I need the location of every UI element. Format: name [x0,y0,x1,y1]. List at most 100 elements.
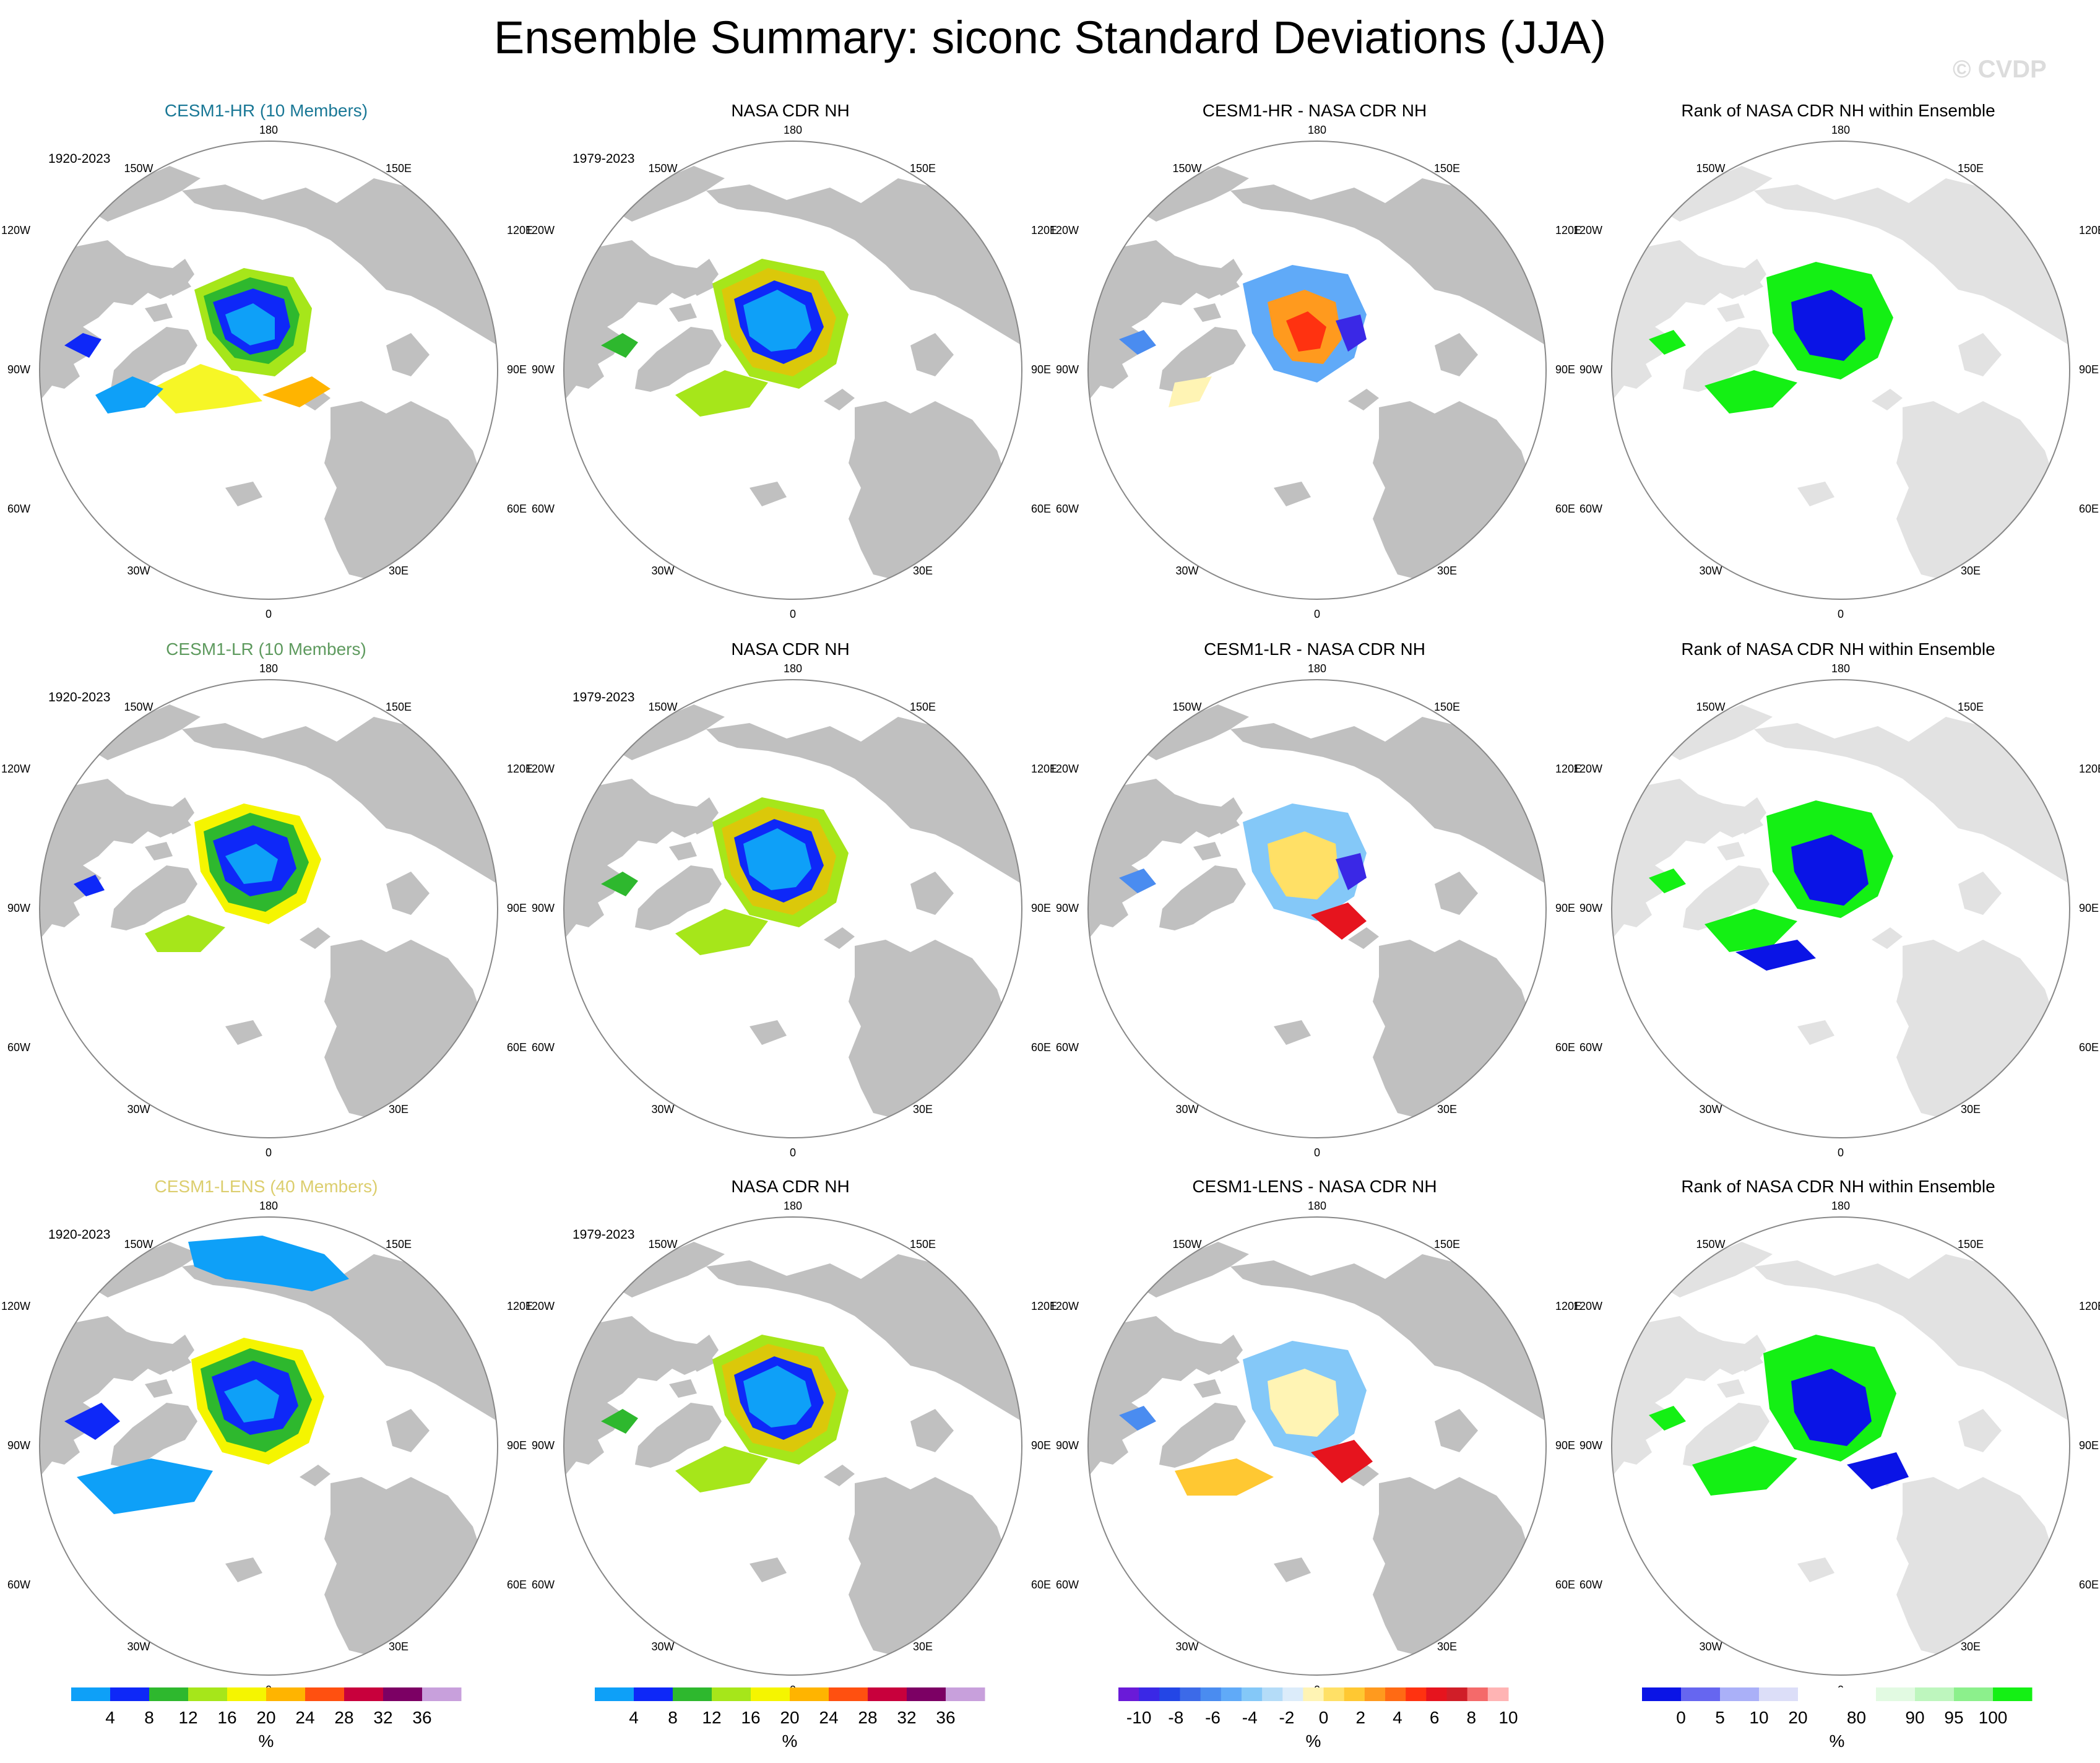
period-label: 1920-2023 [48,690,111,704]
colorbar-swatch [1344,1687,1365,1701]
longitude-label-lower-right: 30E [1437,1103,1457,1115]
longitude-label-top: 180 [1308,662,1326,675]
longitude-label-upper-left: 150W [124,1238,153,1250]
longitude-label-lower-left: 30W [1175,1103,1198,1115]
longitude-label-mid-lower-left: 60W [1579,1579,1602,1591]
period-label: 1920-2023 [48,152,111,166]
longitude-label-mid-upper-right: 120E [507,763,533,775]
longitude-label-mid-lower-left: 60W [1056,503,1079,515]
colorbar-tick-label: -10 [1126,1708,1151,1727]
longitude-label-top: 180 [259,662,278,675]
colorbar-swatch [1720,1687,1760,1701]
longitude-label-left: 90W [7,902,30,914]
longitude-label-mid-lower-right: 60E [507,503,527,515]
colorbar-swatch [907,1687,946,1701]
polar-map: 180 0 150W 150E 120W 120E 90W 90E 60W 60E 30W 30E [525,662,1057,1159]
longitude-label-right: 90E [2079,902,2099,914]
longitude-label-mid-lower-right: 60E [2079,1041,2099,1054]
longitude-label-upper-left: 150W [648,1238,677,1250]
longitude-label-mid-upper-left: 120W [1573,224,1602,236]
longitude-label-left: 90W [1579,1439,1602,1452]
longitude-label-top: 180 [784,124,802,136]
colorbar-tick-label: 10 [1498,1708,1518,1727]
longitude-label-right: 90E [2079,1439,2099,1452]
longitude-label-mid-upper-left: 120W [525,1300,555,1312]
colorbar: 0 5 10 20 80 90 95 100% [1642,1687,2033,1751]
colorbar-swatch [1364,1687,1386,1701]
longitude-label-top: 180 [1831,124,1850,136]
panel-obs-std-row2: NASA CDR NH 1979-2023 180 0 150W 150E 120W 12… [525,639,1057,1171]
colorbar-tick-label: 0 [1676,1708,1686,1727]
colorbar-tick-label: 32 [373,1708,392,1727]
longitude-label-top: 180 [1831,662,1850,675]
colorbar-rank: 0 5 10 20 80 90 95 100% [1639,1685,2072,1763]
colorbar-tick-label: 6 [1430,1708,1440,1727]
colorbar-diff: -10 -8 -6 -4 -2 0 2 4 6 8 10% [1115,1685,1549,1763]
longitude-label-mid-upper-left: 120W [1,763,30,775]
colorbar-swatch [946,1687,985,1701]
colorbar-tick-label: 95 [1944,1708,1963,1727]
longitude-label-bottom: 0 [1314,608,1320,620]
colorbar-tick-label: 4 [105,1708,115,1727]
panel-rank-row1: Rank of NASA CDR NH within Ensemble 180 0… [1573,100,2100,633]
colorbar-swatch [1446,1687,1468,1701]
longitude-label-mid-upper-right: 120E [2079,1300,2100,1312]
longitude-label-upper-left: 150W [1696,1238,1725,1250]
colorbar-swatch [1681,1687,1721,1701]
colorbar-swatch [1915,1687,1955,1701]
colorbar-tick-label: 4 [629,1708,639,1727]
longitude-label-right: 90E [507,363,527,376]
colorbar-swatch [595,1687,634,1701]
colorbar-tick-label: -2 [1279,1708,1294,1727]
longitude-label-lower-right: 30E [1961,565,1981,577]
longitude-label-mid-lower-right: 60E [1031,1579,1051,1591]
colorbar-swatch [1837,1687,1877,1701]
longitude-label-mid-lower-right: 60E [1555,1579,1575,1591]
longitude-label-left: 90W [1056,363,1079,376]
longitude-label-lower-right: 30E [1437,1640,1457,1653]
panel-diff-row2: CESM1-LR - NASA CDR NH 180 0 150W 150E 120W 1… [1050,639,1581,1171]
longitude-label-bottom: 0 [790,1146,796,1159]
longitude-label-mid-upper-left: 120W [525,763,555,775]
longitude-label-lower-left: 30W [127,1640,150,1653]
longitude-label-lower-right: 30E [913,565,933,577]
colorbar-unit: % [782,1731,798,1751]
polar-map: 180 0 150W 150E 120W 120E 90W 90E 60W 60E 30W 30E [1050,662,1581,1159]
colorbar-swatch [1282,1687,1303,1701]
longitude-label-lower-right: 30E [389,1640,408,1653]
longitude-label-mid-lower-left: 60W [1579,1041,1602,1054]
colorbar-tick-label: 36 [412,1708,431,1727]
longitude-label-top: 180 [784,1200,802,1212]
figure-title: Ensemble Summary: siconc Standard Deviat… [493,12,1607,63]
longitude-label-right: 90E [507,902,527,914]
colorbar-swatch [1221,1687,1242,1701]
colorbar-swatch [712,1687,751,1701]
longitude-label-mid-lower-right: 60E [2079,503,2099,515]
colorbar-swatch [1642,1687,1682,1701]
colorbar-swatch [1798,1687,1838,1701]
colorbar-tick-label: -4 [1242,1708,1258,1727]
panel-title: CESM1-LR (10 Members) [166,639,366,659]
longitude-label-right: 90E [1555,363,1575,376]
panel-title: CESM1-HR (10 Members) [164,101,368,120]
longitude-label-mid-upper-left: 120W [1050,224,1079,236]
period-label: 1920-2023 [48,1228,111,1242]
longitude-label-left: 90W [1056,902,1079,914]
colorbar-swatch [1180,1687,1201,1701]
longitude-label-left: 90W [7,363,30,376]
panel-diff-row3: CESM1-LENS - NASA CDR NH 1800150W150E120… [1050,1176,1581,1709]
colorbar-swatch [1993,1687,2033,1701]
longitude-label-upper-left: 150W [1172,162,1201,175]
colorbar-swatch [673,1687,712,1701]
longitude-label-lower-left: 30W [1699,1640,1722,1653]
colorbar-swatch [1467,1687,1489,1701]
longitude-label-mid-upper-right: 120E [1555,224,1581,236]
longitude-label-lower-right: 30E [389,565,408,577]
colorbar-swatch [188,1687,228,1701]
colorbar-swatch [1303,1687,1324,1701]
longitude-label-upper-right: 150E [1434,162,1460,175]
period-label: 1979-2023 [573,690,635,704]
colorbar-swatch [1200,1687,1222,1701]
colorbar-swatch [266,1687,306,1701]
longitude-label-mid-upper-left: 120W [1,1300,30,1312]
